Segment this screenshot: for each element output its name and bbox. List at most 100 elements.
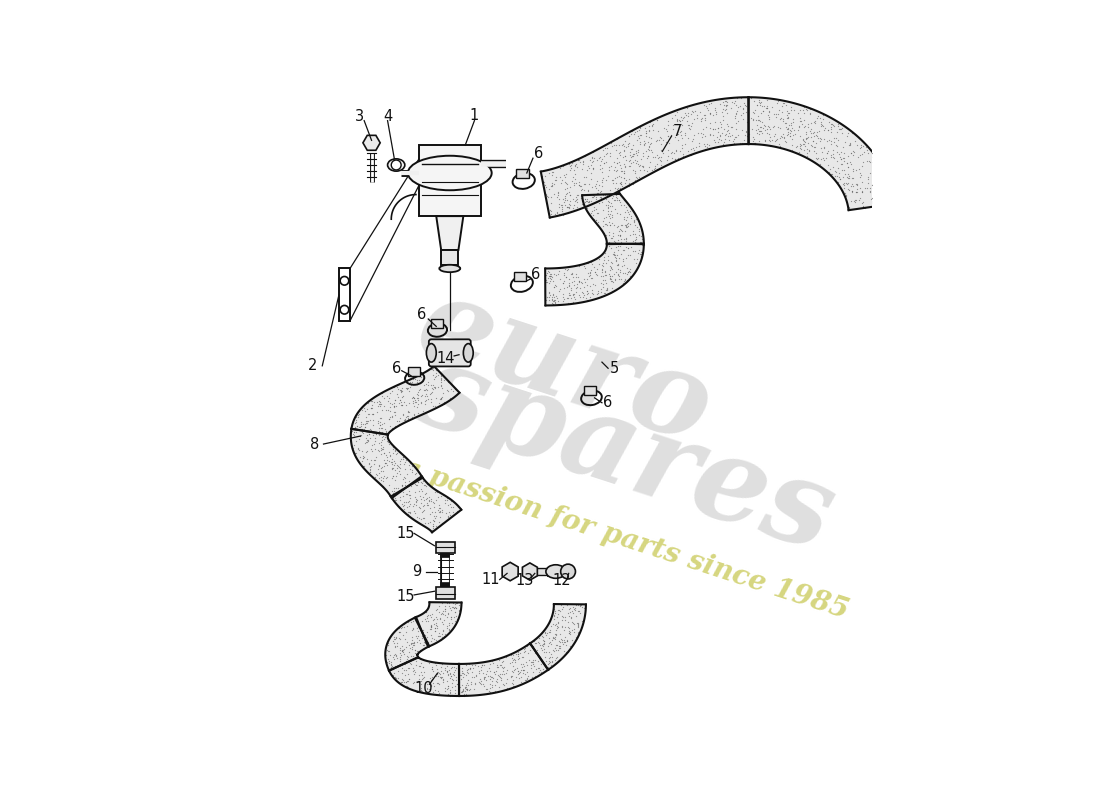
Point — [673, 142, 691, 154]
Point — [450, 598, 468, 611]
Point — [557, 270, 574, 283]
Point — [468, 668, 485, 681]
Point — [378, 451, 396, 464]
Point — [648, 148, 666, 161]
Point — [412, 674, 430, 687]
Point — [521, 639, 539, 652]
Point — [418, 682, 436, 695]
Point — [810, 110, 827, 122]
Point — [620, 200, 638, 213]
Point — [346, 422, 364, 435]
Point — [466, 658, 484, 671]
Point — [735, 134, 752, 146]
Point — [540, 286, 558, 298]
Point — [372, 422, 389, 434]
Point — [574, 290, 592, 303]
Point — [607, 165, 625, 178]
Point — [405, 664, 422, 677]
Point — [524, 673, 541, 686]
Point — [539, 640, 557, 653]
Point — [690, 126, 707, 139]
Point — [421, 516, 439, 529]
Point — [844, 185, 861, 198]
Point — [704, 123, 722, 136]
Point — [758, 122, 776, 135]
Point — [645, 124, 662, 137]
Point — [428, 520, 446, 533]
Point — [400, 474, 418, 487]
Point — [847, 164, 865, 177]
Point — [429, 666, 447, 678]
Point — [585, 213, 603, 226]
Point — [776, 132, 793, 145]
Point — [386, 491, 404, 504]
Point — [398, 620, 416, 633]
Point — [608, 192, 626, 205]
Point — [584, 162, 602, 174]
Point — [596, 142, 614, 154]
Point — [796, 136, 814, 149]
Point — [556, 624, 573, 637]
Point — [536, 178, 553, 191]
Point — [578, 194, 595, 207]
Point — [547, 605, 564, 618]
Point — [558, 187, 575, 200]
Point — [452, 680, 470, 693]
Point — [745, 136, 762, 149]
Point — [822, 167, 839, 180]
Point — [484, 679, 502, 692]
Point — [549, 292, 566, 305]
Point — [429, 490, 447, 503]
Point — [535, 634, 552, 647]
Point — [398, 680, 416, 693]
Point — [556, 630, 573, 643]
Point — [598, 284, 616, 297]
Point — [386, 463, 404, 476]
Point — [414, 686, 431, 698]
Point — [581, 178, 598, 190]
Point — [434, 605, 452, 618]
Point — [461, 658, 478, 670]
Point — [458, 669, 475, 682]
Point — [639, 135, 657, 148]
Point — [778, 109, 795, 122]
Point — [570, 289, 587, 302]
Point — [432, 367, 450, 380]
Point — [454, 666, 472, 679]
Point — [591, 152, 608, 165]
Point — [392, 384, 409, 397]
Point — [412, 673, 430, 686]
Point — [623, 210, 640, 222]
Point — [668, 113, 685, 126]
Point — [628, 253, 646, 266]
Point — [812, 111, 829, 124]
Point — [565, 291, 583, 304]
Point — [786, 141, 804, 154]
Point — [602, 146, 619, 159]
Point — [843, 146, 860, 159]
Point — [827, 131, 845, 144]
Point — [546, 291, 563, 304]
Point — [584, 188, 602, 201]
Point — [795, 138, 813, 150]
Point — [854, 140, 871, 153]
Point — [492, 674, 509, 686]
Point — [477, 683, 495, 696]
Point — [371, 399, 388, 412]
Point — [448, 678, 465, 690]
Point — [772, 130, 790, 142]
Point — [640, 120, 658, 133]
Point — [562, 205, 580, 218]
Point — [421, 502, 439, 515]
Point — [585, 201, 603, 214]
Point — [431, 668, 449, 681]
Point — [827, 166, 845, 178]
Point — [462, 678, 480, 690]
Point — [615, 275, 632, 288]
Point — [439, 674, 456, 687]
Point — [427, 634, 444, 646]
Point — [623, 157, 640, 170]
Point — [471, 672, 488, 685]
Point — [615, 158, 632, 170]
Point — [377, 403, 395, 416]
